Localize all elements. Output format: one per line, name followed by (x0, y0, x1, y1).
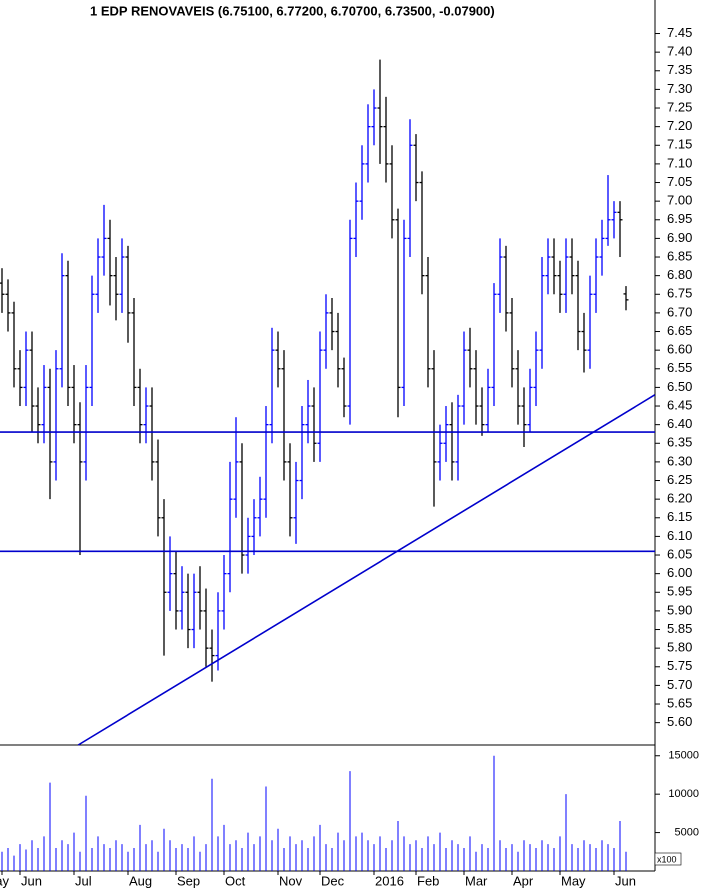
y-tick-label: 7.20 (667, 118, 692, 133)
volume-unit: x100 (657, 854, 677, 864)
y-tick-label: 6.45 (667, 397, 692, 412)
x-tick-label: May (561, 873, 586, 888)
y-tick-label: 6.15 (667, 509, 692, 524)
chart-title: 1 EDP RENOVAVEIS (6.75100, 6.77200, 6.70… (90, 3, 495, 18)
x-tick-label: Dec (321, 873, 345, 888)
y-tick-label: 5.70 (667, 677, 692, 692)
y-tick-label: 6.65 (667, 323, 692, 338)
y-tick-label: 7.30 (667, 81, 692, 96)
y-tick-label: 6.85 (667, 248, 692, 263)
x-tick-label: Aug (129, 873, 152, 888)
y-tick-label: 6.75 (667, 286, 692, 301)
x-tick-label: Oct (225, 873, 246, 888)
volume-tick-label: 10000 (668, 788, 699, 800)
x-tick-label: Feb (417, 873, 439, 888)
x-tick-label: 2016 (375, 873, 404, 888)
y-tick-label: 6.30 (667, 453, 692, 468)
x-tick-label: Jun (21, 873, 42, 888)
trendline (77, 394, 656, 746)
x-tick-label: Sep (177, 873, 200, 888)
x-tick-label: Nov (279, 873, 303, 888)
x-tick-label: May (0, 873, 9, 888)
volume-tick-label: 15000 (668, 750, 699, 762)
y-tick-label: 5.85 (667, 621, 692, 636)
y-tick-label: 7.25 (667, 99, 692, 114)
y-tick-label: 6.50 (667, 379, 692, 394)
y-tick-label: 7.10 (667, 155, 692, 170)
y-tick-label: 6.00 (667, 565, 692, 580)
y-tick-label: 6.95 (667, 211, 692, 226)
y-tick-label: 6.40 (667, 416, 692, 431)
y-tick-label: 7.45 (667, 25, 692, 40)
y-tick-label: 7.05 (667, 174, 692, 189)
y-tick-label: 6.80 (667, 267, 692, 282)
y-tick-label: 7.15 (667, 137, 692, 152)
y-tick-label: 6.90 (667, 230, 692, 245)
y-tick-label: 7.00 (667, 193, 692, 208)
y-tick-label: 5.95 (667, 584, 692, 599)
x-tick-label: Apr (513, 873, 534, 888)
y-tick-label: 6.10 (667, 528, 692, 543)
x-tick-label: Mar (465, 873, 488, 888)
x-tick-label: Jul (75, 873, 92, 888)
y-tick-label: 6.70 (667, 304, 692, 319)
y-tick-label: 7.40 (667, 44, 692, 59)
y-tick-label: 6.35 (667, 435, 692, 450)
volume-tick-label: 5000 (675, 826, 699, 838)
y-tick-label: 6.20 (667, 491, 692, 506)
y-tick-label: 7.35 (667, 62, 692, 77)
y-tick-label: 6.05 (667, 546, 692, 561)
y-tick-label: 6.25 (667, 472, 692, 487)
y-tick-label: 6.60 (667, 342, 692, 357)
y-tick-label: 5.65 (667, 695, 692, 710)
y-tick-label: 5.90 (667, 602, 692, 617)
x-tick-label: Jun (615, 873, 636, 888)
y-tick-label: 5.75 (667, 658, 692, 673)
y-tick-label: 5.80 (667, 640, 692, 655)
y-tick-label: 5.60 (667, 714, 692, 729)
y-tick-label: 6.55 (667, 360, 692, 375)
volume-unit-box (654, 852, 682, 866)
